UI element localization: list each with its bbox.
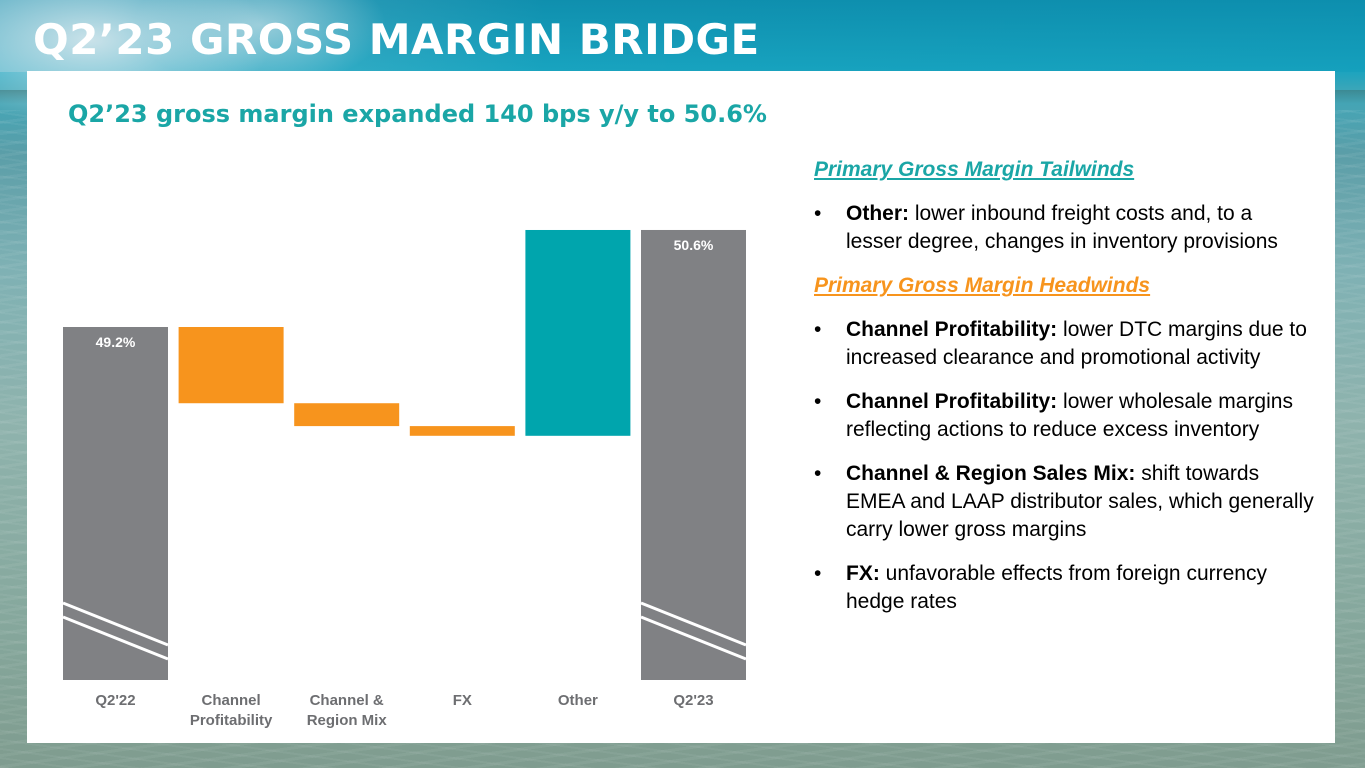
tailwind-item-label: Other: (846, 202, 909, 225)
category-label: Other (558, 692, 598, 709)
headwind-item-label: Channel & Region Sales Mix: (846, 462, 1136, 485)
bar-headwind (409, 426, 515, 436)
category-label: Channel & (310, 692, 384, 709)
category-label: Q2'22 (95, 692, 135, 709)
headwind-item: • FX: unfavorable effects from foreign c… (814, 560, 1314, 616)
tailwinds-heading: Primary Gross Margin Tailwinds (814, 158, 1135, 181)
axis-break-line (62, 601, 169, 647)
headwind-item-label: Channel Profitability: (846, 390, 1058, 413)
data-label: 50.6% (674, 237, 714, 253)
headwind-item: • Channel Profitability: lower wholesale… (814, 388, 1314, 444)
bar-headwind (294, 403, 400, 427)
category-label: Profitability (190, 712, 273, 729)
axis-break-line (640, 615, 747, 661)
headwind-item-text: shift towards EMEA and LAAP distributor … (846, 462, 1314, 541)
bullet-icon: • (814, 318, 822, 341)
headwind-item-text: lower wholesale margins reflecting actio… (846, 390, 1293, 441)
bar-tailwind (525, 229, 631, 436)
background-sky (0, 0, 1365, 72)
bar-total (641, 229, 746, 681)
headwind-item: • Channel & Region Sales Mix: shift towa… (814, 460, 1314, 544)
headwinds-heading: Primary Gross Margin Headwinds (814, 274, 1151, 297)
headwinds-list: • Channel Profitability: lower DTC margi… (814, 316, 1314, 616)
category-label: Q2'23 (673, 692, 713, 709)
tailwind-item: • Other: lower inbound freight costs and… (814, 200, 1314, 256)
axis-break-line (640, 601, 747, 647)
headwind-item-label: FX: (846, 562, 880, 585)
commentary-panel: Primary Gross Margin Tailwinds • Other: … (814, 156, 1314, 632)
headwind-item: • Channel Profitability: lower DTC margi… (814, 316, 1314, 372)
axis-break-line (62, 615, 169, 661)
slide-title: Q2’23 GROSS MARGIN BRIDGE (33, 15, 760, 64)
bar-total (63, 327, 168, 680)
bullet-icon: • (814, 462, 822, 485)
bullet-icon: • (814, 202, 822, 225)
slide-subtitle: Q2’23 gross margin expanded 140 bps y/y … (68, 100, 767, 128)
category-label: Channel (202, 692, 261, 709)
tailwinds-list: • Other: lower inbound freight costs and… (814, 200, 1314, 256)
category-label: FX (453, 692, 472, 709)
data-label: 49.2% (96, 334, 136, 350)
category-label: Region Mix (307, 712, 388, 729)
bullet-icon: • (814, 562, 822, 585)
bullet-icon: • (814, 390, 822, 413)
headwind-item-text: lower DTC margins due to increased clear… (846, 318, 1307, 369)
headwind-item-label: Channel Profitability: (846, 318, 1058, 341)
tailwind-item-text: lower inbound freight costs and, to a le… (846, 202, 1278, 253)
bar-headwind (178, 327, 284, 404)
headwind-item-text: unfavorable effects from foreign currenc… (846, 562, 1267, 613)
